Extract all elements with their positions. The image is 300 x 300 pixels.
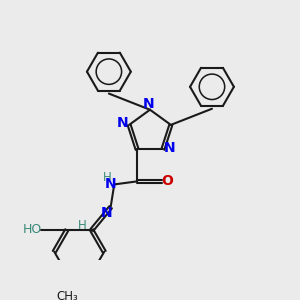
Text: N: N [105, 177, 116, 191]
Text: O: O [162, 174, 173, 188]
Text: CH₃: CH₃ [56, 290, 78, 300]
Text: HO: HO [23, 223, 42, 236]
Text: H: H [78, 219, 86, 232]
Text: N: N [164, 141, 176, 155]
Text: H: H [103, 171, 112, 184]
Text: N: N [143, 97, 154, 111]
Text: N: N [101, 206, 113, 220]
Text: N: N [117, 116, 128, 130]
